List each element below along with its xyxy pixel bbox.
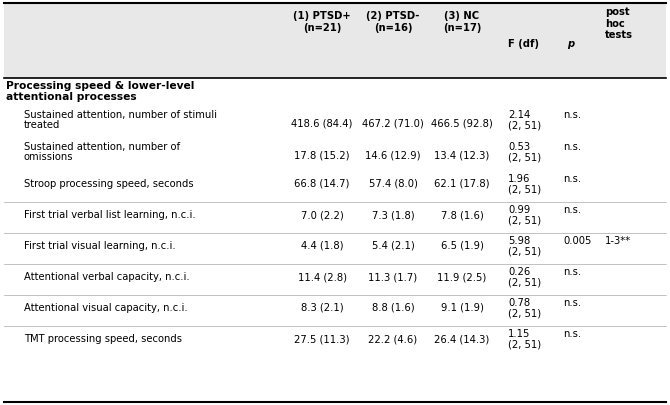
Text: 57.4 (8.0): 57.4 (8.0) bbox=[369, 179, 417, 189]
Text: n.s.: n.s. bbox=[563, 205, 581, 215]
Text: First trial verbal list learning, n.c.i.: First trial verbal list learning, n.c.i. bbox=[24, 210, 196, 220]
Text: (2, 51): (2, 51) bbox=[508, 215, 541, 226]
Text: Sustained attention, number of: Sustained attention, number of bbox=[24, 142, 180, 152]
Text: 0.005: 0.005 bbox=[563, 236, 592, 246]
Text: 6.5 (1.9): 6.5 (1.9) bbox=[441, 241, 484, 251]
Text: 7.8 (1.6): 7.8 (1.6) bbox=[441, 210, 483, 220]
Text: 27.5 (11.3): 27.5 (11.3) bbox=[294, 334, 350, 344]
Text: (2, 51): (2, 51) bbox=[508, 185, 541, 194]
Text: treated: treated bbox=[24, 121, 60, 130]
Text: 5.98: 5.98 bbox=[508, 236, 530, 246]
Text: 2.14: 2.14 bbox=[508, 110, 530, 120]
Text: (2, 51): (2, 51) bbox=[508, 339, 541, 350]
Text: 13.4 (12.3): 13.4 (12.3) bbox=[434, 150, 490, 160]
Text: (2, 51): (2, 51) bbox=[508, 247, 541, 256]
Text: (3) NC
(n=17): (3) NC (n=17) bbox=[443, 11, 481, 32]
Text: (2, 51): (2, 51) bbox=[508, 309, 541, 318]
Text: (2, 51): (2, 51) bbox=[508, 121, 541, 130]
Text: 0.26: 0.26 bbox=[508, 267, 530, 277]
Text: n.s.: n.s. bbox=[563, 174, 581, 184]
Text: 466.5 (92.8): 466.5 (92.8) bbox=[431, 118, 493, 128]
Text: n.s.: n.s. bbox=[563, 329, 581, 339]
Text: 1-3**: 1-3** bbox=[605, 236, 631, 246]
Text: attentional processes: attentional processes bbox=[6, 92, 137, 102]
Text: 7.3 (1.8): 7.3 (1.8) bbox=[372, 210, 414, 220]
Text: 1.15: 1.15 bbox=[508, 329, 531, 339]
Text: 22.2 (4.6): 22.2 (4.6) bbox=[369, 334, 417, 344]
Text: (2) PTSD-
(n=16): (2) PTSD- (n=16) bbox=[366, 11, 419, 32]
Text: Stroop processing speed, seconds: Stroop processing speed, seconds bbox=[24, 179, 194, 189]
Text: 1.96: 1.96 bbox=[508, 174, 531, 184]
Text: First trial visual learning, n.c.i.: First trial visual learning, n.c.i. bbox=[24, 241, 176, 251]
Text: Processing speed & lower-level: Processing speed & lower-level bbox=[6, 81, 194, 91]
Text: 5.4 (2.1): 5.4 (2.1) bbox=[372, 241, 414, 251]
Text: 7.0 (2.2): 7.0 (2.2) bbox=[301, 210, 343, 220]
Text: TMT processing speed, seconds: TMT processing speed, seconds bbox=[24, 334, 182, 344]
Text: 17.8 (15.2): 17.8 (15.2) bbox=[294, 150, 350, 160]
Text: 467.2 (71.0): 467.2 (71.0) bbox=[362, 118, 424, 128]
Text: 9.1 (1.9): 9.1 (1.9) bbox=[441, 303, 484, 313]
Text: 14.6 (12.9): 14.6 (12.9) bbox=[365, 150, 421, 160]
Text: n.s.: n.s. bbox=[563, 298, 581, 308]
Text: 62.1 (17.8): 62.1 (17.8) bbox=[434, 179, 490, 189]
Text: 4.4 (1.8): 4.4 (1.8) bbox=[301, 241, 343, 251]
Bar bbox=[4, 3, 666, 78]
Text: F (df): F (df) bbox=[508, 39, 539, 49]
Text: post
hoc
tests: post hoc tests bbox=[605, 7, 633, 40]
Text: omissions: omissions bbox=[24, 153, 74, 162]
Text: 0.99: 0.99 bbox=[508, 205, 530, 215]
Text: n.s.: n.s. bbox=[563, 142, 581, 152]
Text: Attentional visual capacity, n.c.i.: Attentional visual capacity, n.c.i. bbox=[24, 303, 188, 313]
Text: p: p bbox=[567, 39, 575, 49]
Text: 11.9 (2.5): 11.9 (2.5) bbox=[438, 272, 486, 282]
Text: 0.78: 0.78 bbox=[508, 298, 530, 308]
Text: 8.8 (1.6): 8.8 (1.6) bbox=[372, 303, 414, 313]
Text: 26.4 (14.3): 26.4 (14.3) bbox=[434, 334, 490, 344]
Text: (2, 51): (2, 51) bbox=[508, 153, 541, 162]
Text: (2, 51): (2, 51) bbox=[508, 277, 541, 288]
Text: 8.3 (2.1): 8.3 (2.1) bbox=[301, 303, 343, 313]
Text: 0.53: 0.53 bbox=[508, 142, 530, 152]
Text: 11.4 (2.8): 11.4 (2.8) bbox=[297, 272, 346, 282]
Text: Sustained attention, number of stimuli: Sustained attention, number of stimuli bbox=[24, 110, 217, 120]
Text: 66.8 (14.7): 66.8 (14.7) bbox=[294, 179, 350, 189]
Text: Attentional verbal capacity, n.c.i.: Attentional verbal capacity, n.c.i. bbox=[24, 272, 190, 282]
Text: 11.3 (1.7): 11.3 (1.7) bbox=[369, 272, 417, 282]
Text: n.s.: n.s. bbox=[563, 110, 581, 120]
Text: n.s.: n.s. bbox=[563, 267, 581, 277]
Text: 418.6 (84.4): 418.6 (84.4) bbox=[291, 118, 352, 128]
Text: (1) PTSD+
(n=21): (1) PTSD+ (n=21) bbox=[293, 11, 351, 32]
